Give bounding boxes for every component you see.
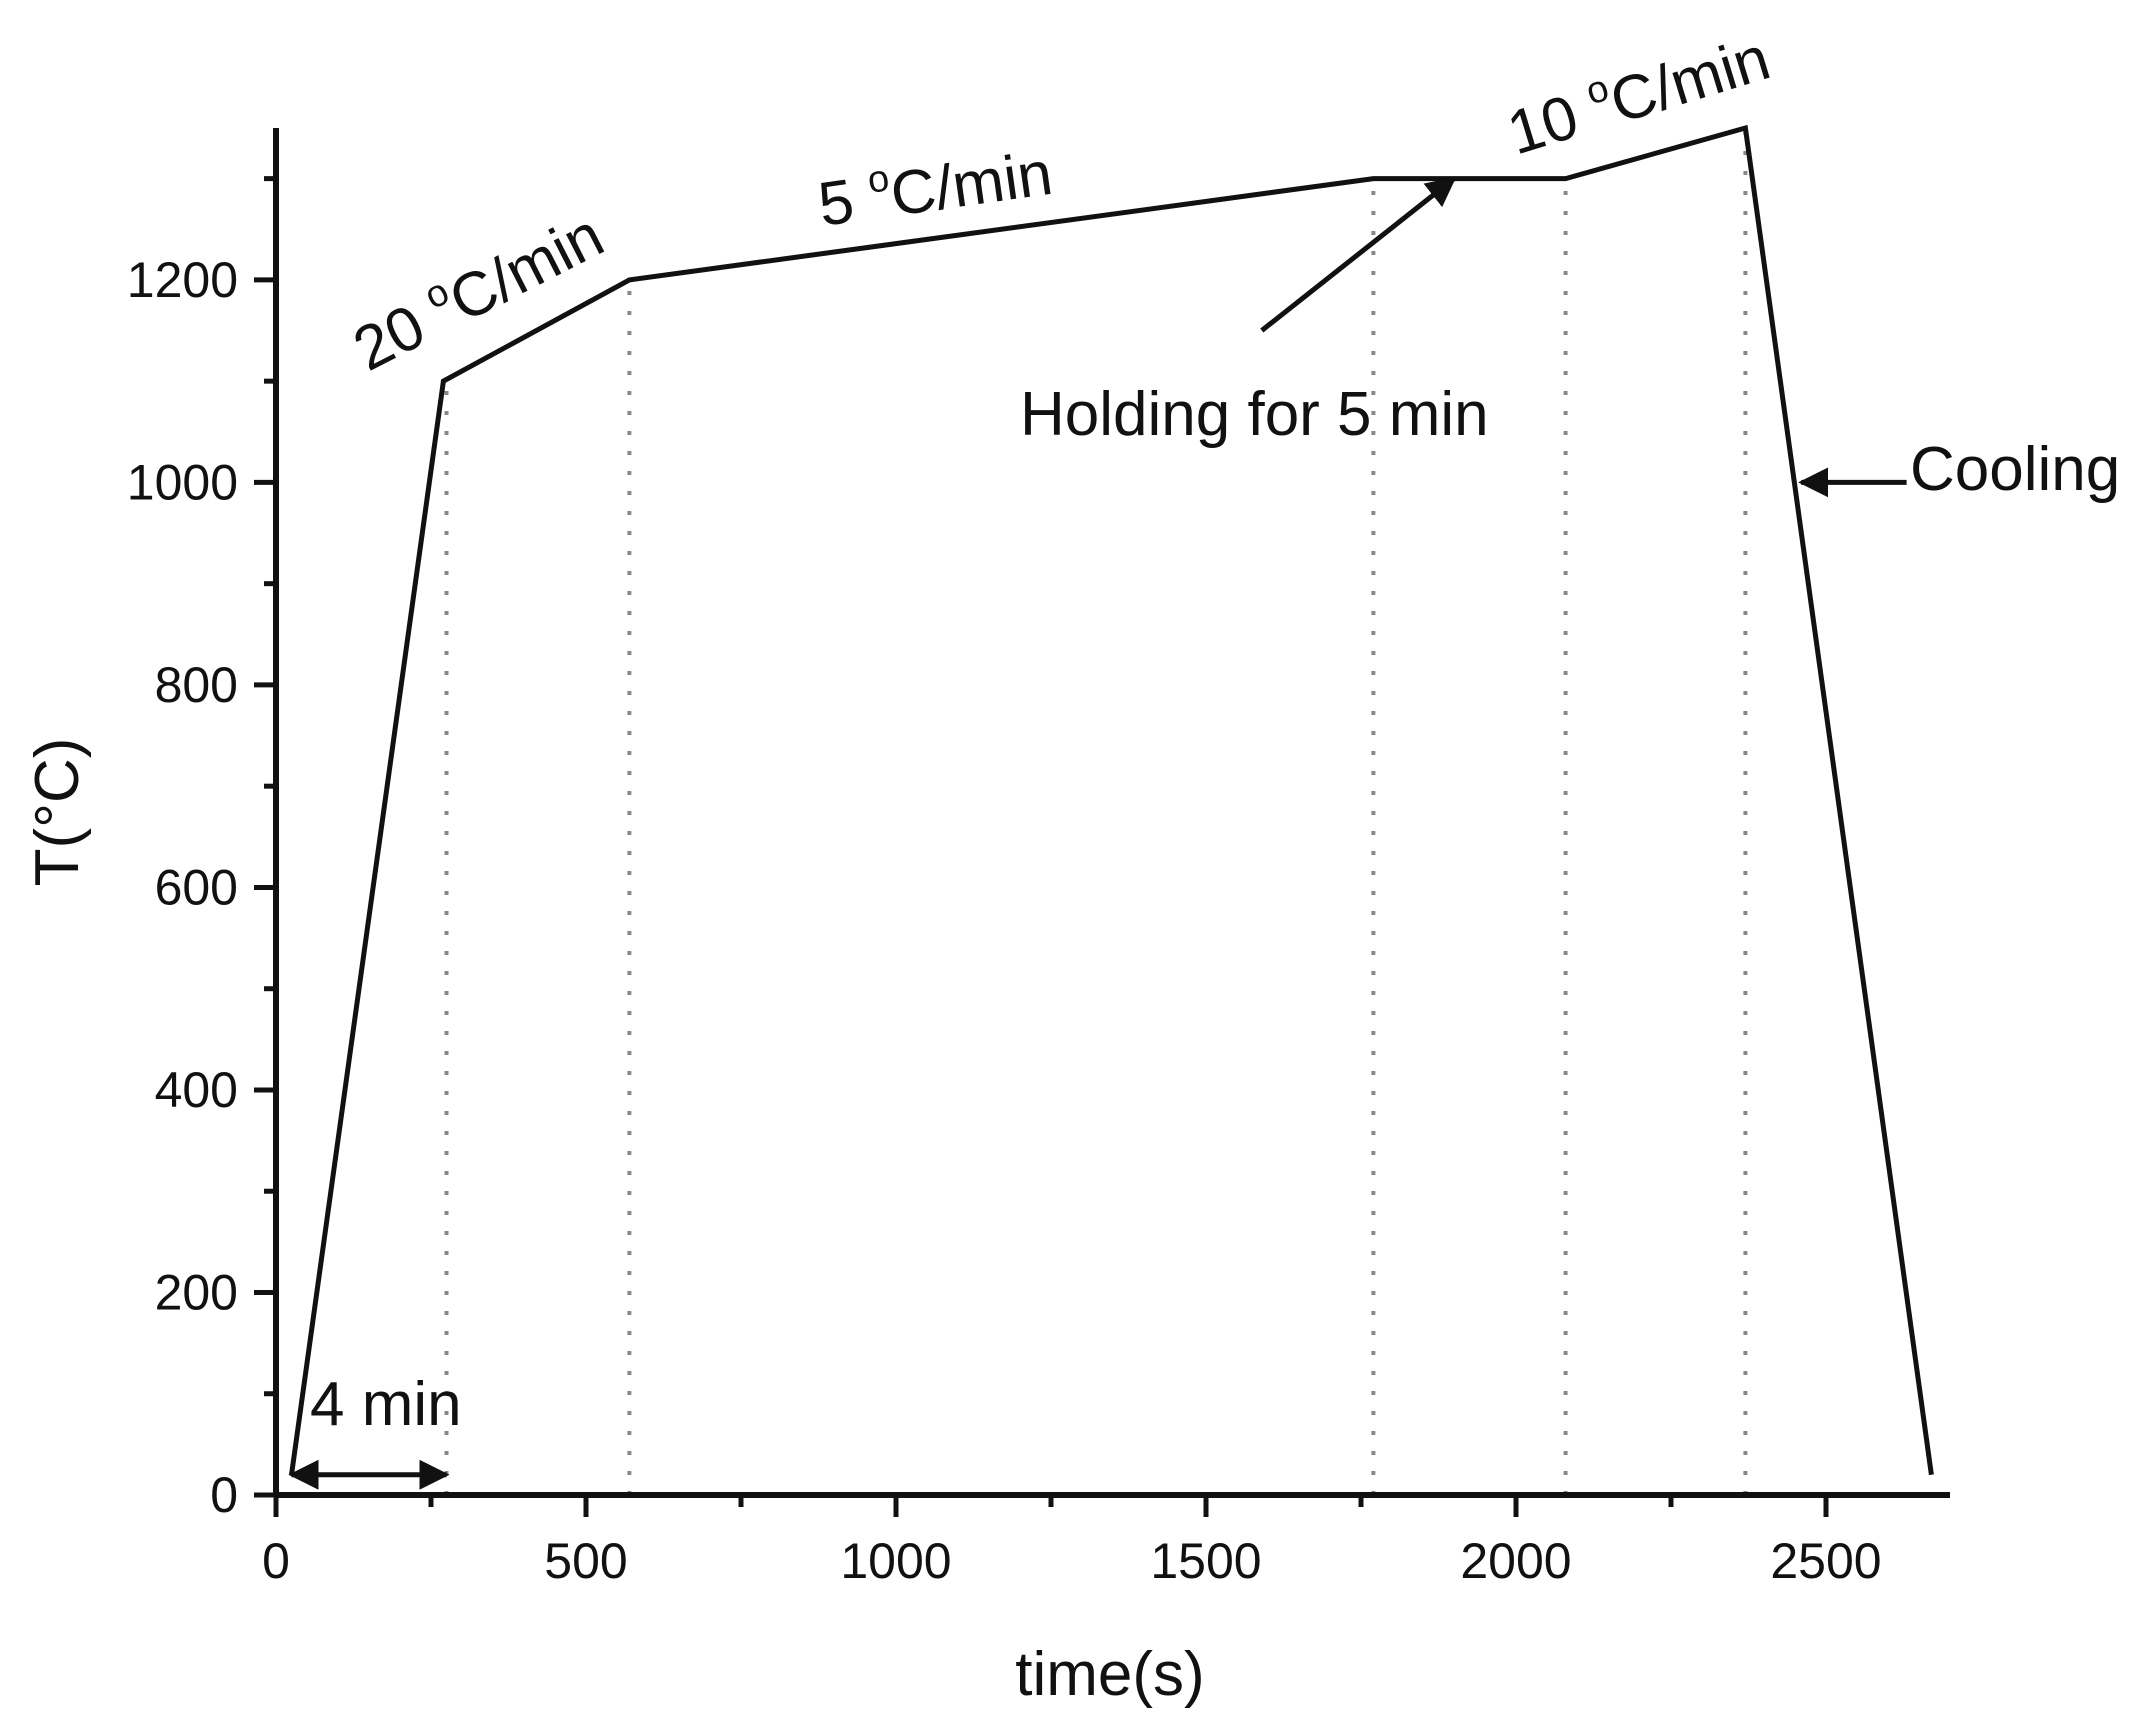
- cooling-annotation: Cooling: [1910, 435, 2120, 504]
- x-tick-label: 1000: [840, 1533, 951, 1589]
- rate-annotation-20: 20 oC/min: [341, 197, 614, 384]
- y-axis-title: T(°C): [23, 738, 92, 887]
- annotation-arrows: [288, 176, 1907, 1490]
- holding-arrow: [1260, 176, 1457, 333]
- x-tick-label: 2000: [1460, 1533, 1571, 1589]
- series-group: [289, 124, 1934, 1476]
- y-tick-label: 200: [155, 1264, 238, 1320]
- x-tick-label: 0: [262, 1533, 290, 1589]
- duration-annotation: 4 min: [310, 1370, 462, 1439]
- y-tick-label: 600: [155, 859, 238, 915]
- rate-annotation-5: 5 oC/min: [814, 135, 1057, 240]
- axis-ticks: [254, 176, 1829, 1517]
- y-tick-label: 400: [155, 1062, 238, 1118]
- y-tick-label: 1200: [127, 252, 238, 308]
- dotted-guides: [444, 128, 1748, 1495]
- x-tick-label: 500: [544, 1533, 627, 1589]
- x-tick-label: 1500: [1150, 1533, 1261, 1589]
- y-tick-label: 0: [210, 1467, 238, 1523]
- rate-annotation-10: 10 oC/min: [1499, 20, 1778, 169]
- x-tick-label: 2500: [1770, 1533, 1881, 1589]
- holding-annotation: Holding for 5 min: [1020, 380, 1489, 449]
- temperature-series-line: [289, 124, 1934, 1476]
- y-tick-label: 1000: [127, 454, 238, 510]
- y-tick-label: 800: [155, 657, 238, 713]
- x-axis-title: time(s): [1015, 1640, 1204, 1709]
- axis-tick-labels: 0 500 1000 1500 2000 2500 0 200 400 600 800 1000 120…: [127, 252, 1882, 1589]
